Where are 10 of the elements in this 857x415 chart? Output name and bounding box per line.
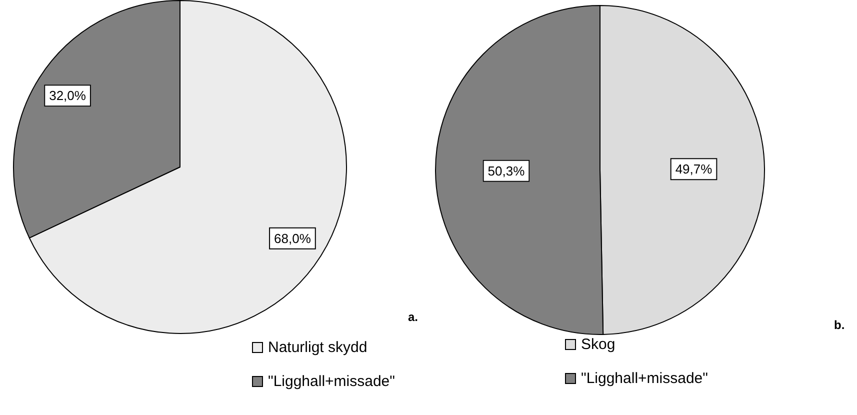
data-label: 49,7%	[675, 162, 713, 177]
data-label: 68,0%	[274, 230, 312, 246]
legend-label: "Ligghall+missade"	[581, 370, 708, 386]
legend-label: "Ligghall+missade"	[268, 372, 395, 390]
data-label: 50,3%	[488, 163, 526, 178]
text: a.	[408, 310, 418, 324]
text: b.	[834, 318, 845, 332]
data-label: 32,0%	[49, 88, 86, 104]
legend-label: Skog	[581, 336, 616, 352]
legend-label: Naturligt skydd	[268, 338, 368, 356]
